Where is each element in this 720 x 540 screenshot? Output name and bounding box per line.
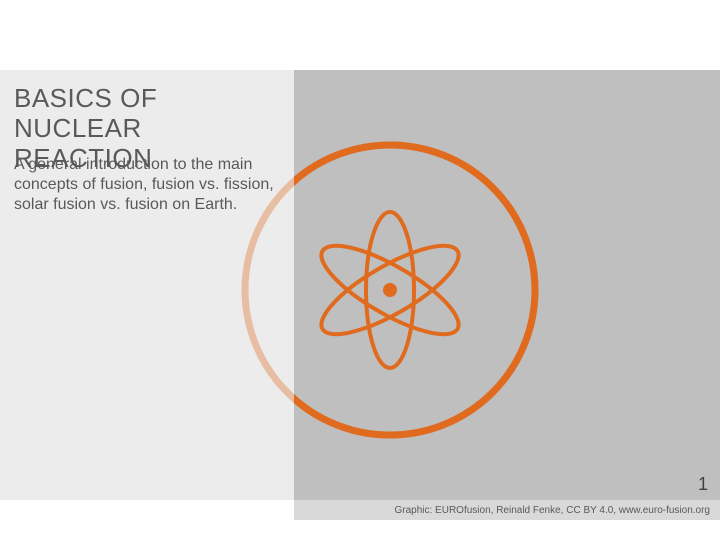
credit-bar: Graphic: EUROfusion, Reinald Fenke, CC B… — [294, 500, 720, 520]
slide-subtitle: A general introduction to the main conce… — [14, 155, 274, 215]
slide: BASICS OF NUCLEAR REACTION A general int… — [0, 0, 720, 540]
credit-text: Graphic: EUROfusion, Reinald Fenke, CC B… — [394, 505, 710, 516]
title-line1: BASICS OF — [14, 83, 157, 113]
page-number: 1 — [698, 474, 708, 495]
